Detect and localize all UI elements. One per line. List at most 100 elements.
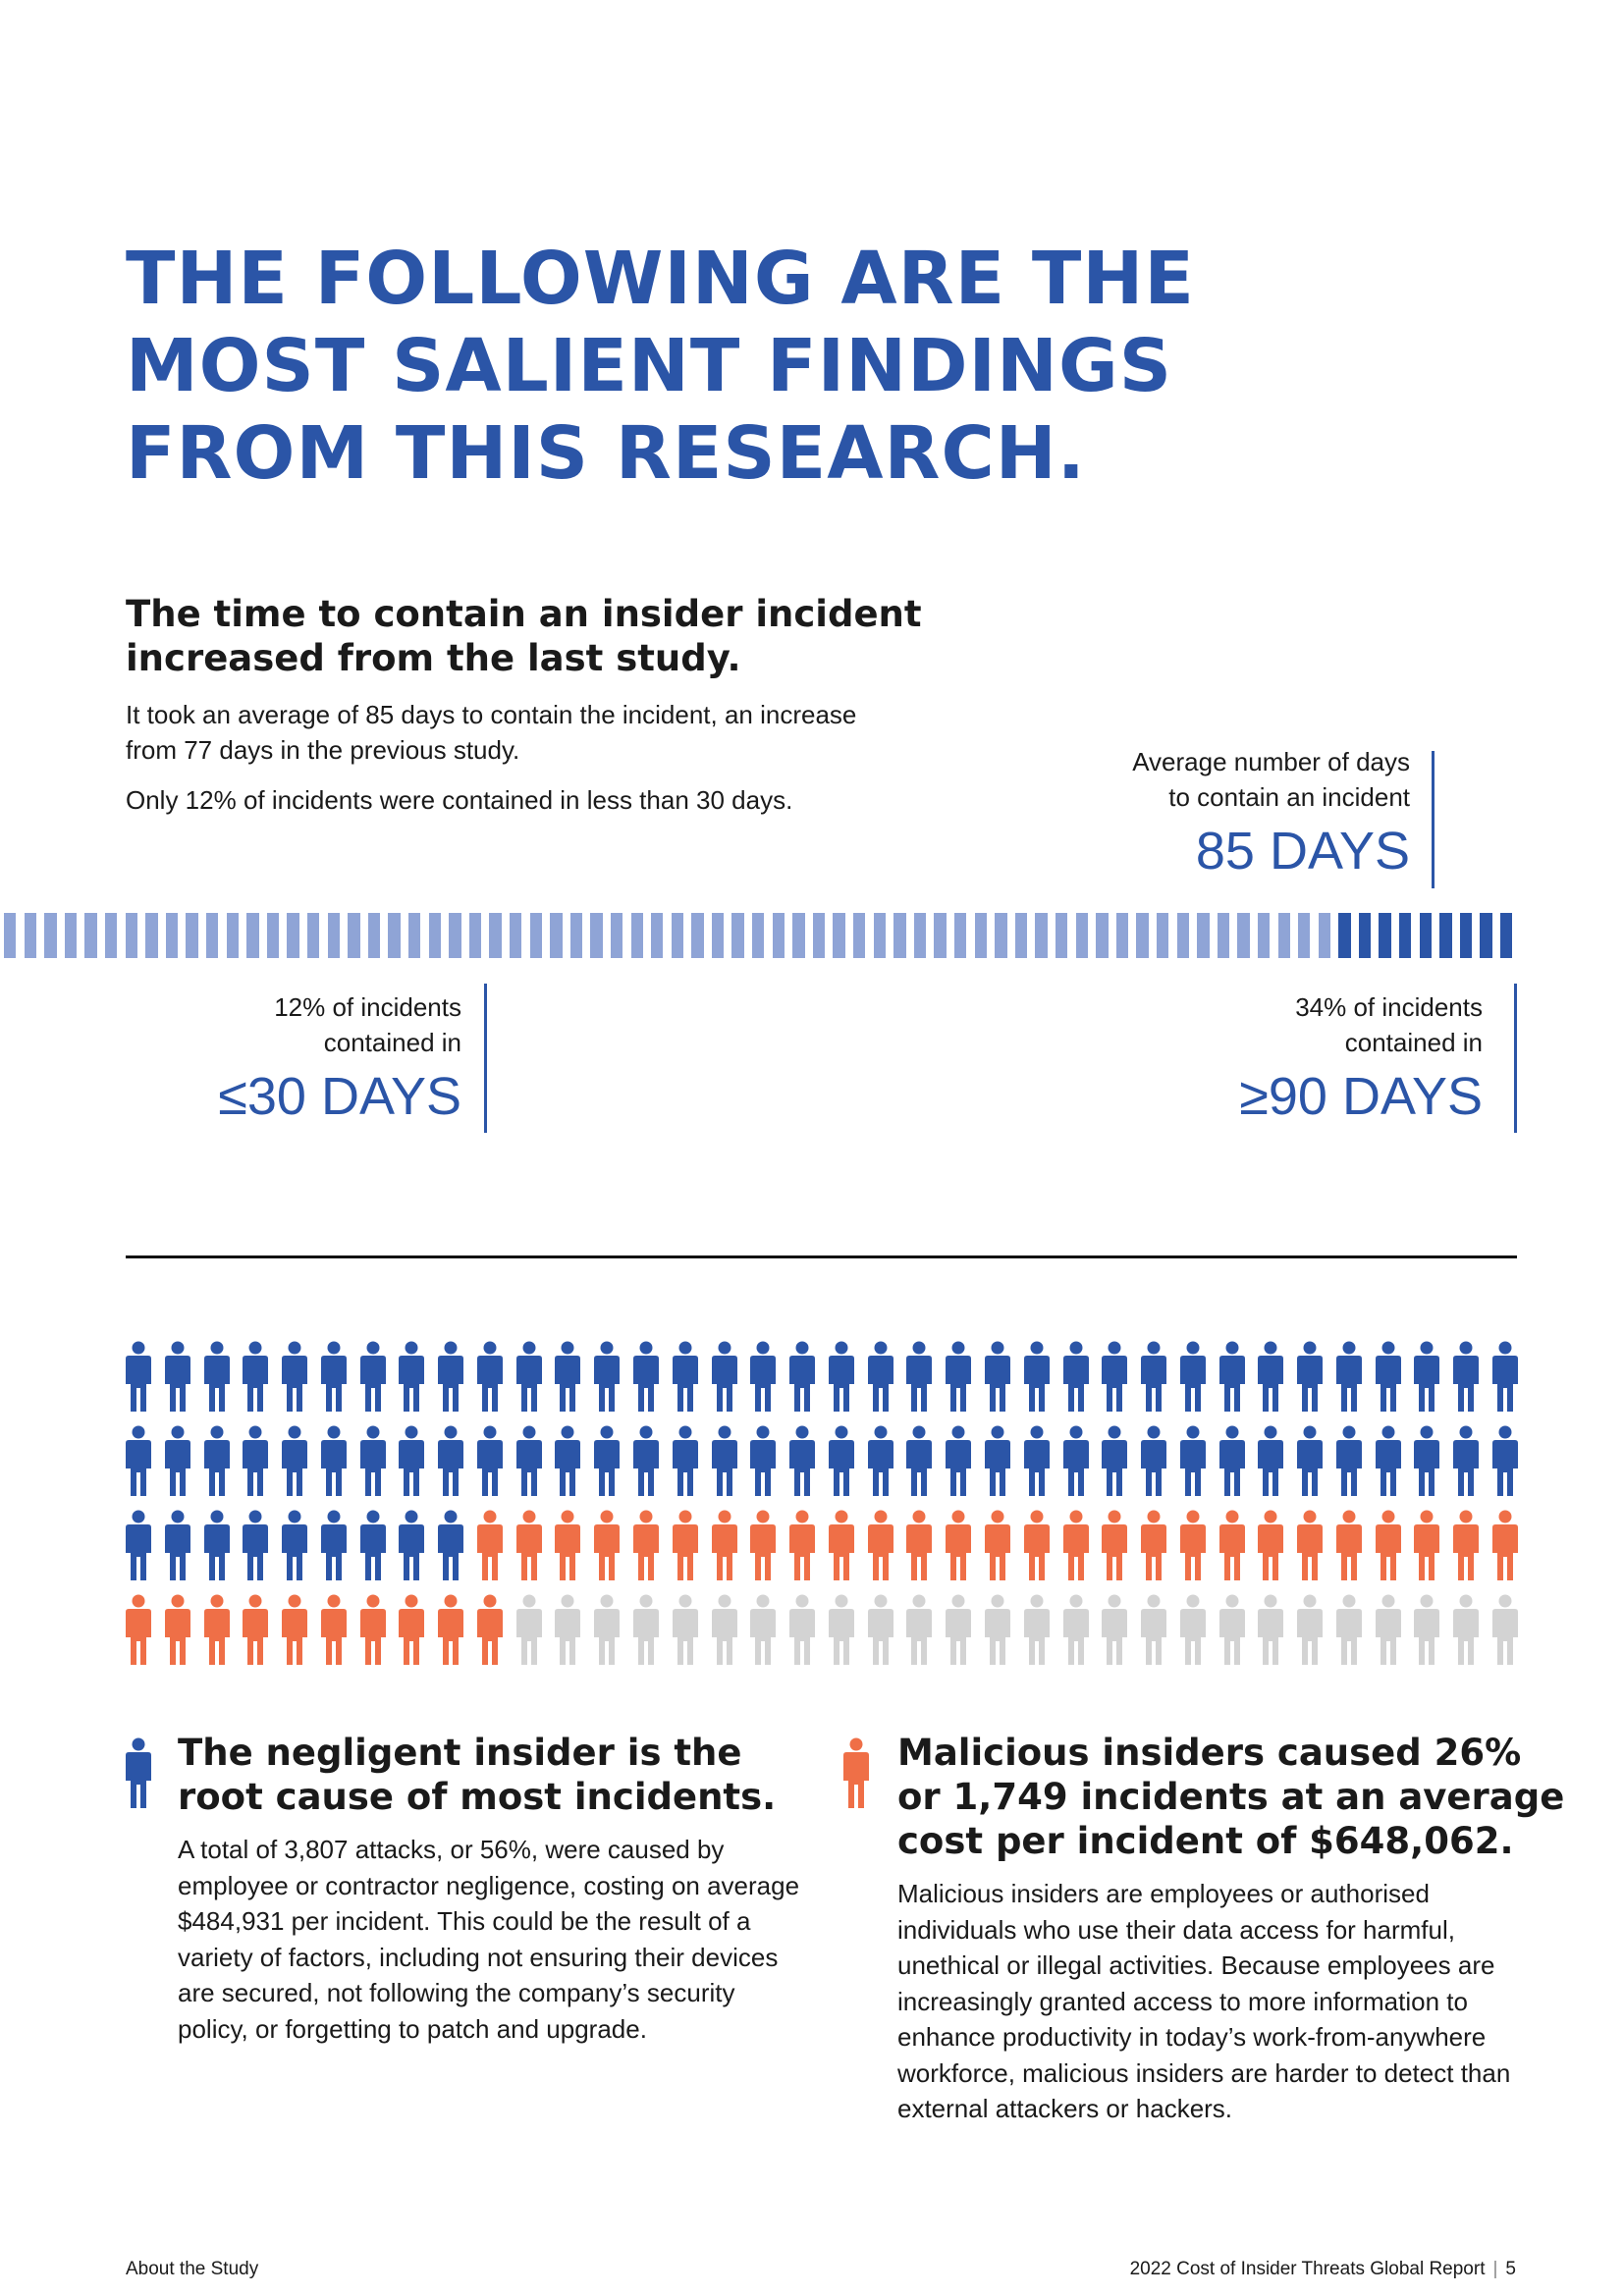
stripe-slot [1435,913,1456,958]
stripe-slot [324,913,345,958]
stripe-slot [485,913,506,958]
stripe-segment [186,913,198,958]
stripe-slot [263,913,284,958]
stripe-slot [405,913,425,958]
people-pictogram [126,1341,1520,1679]
person-icon-negligent [320,1425,347,1496]
headline-line-2: MOST SALIENT FINDINGS [126,324,1172,408]
stripe-segment [974,913,987,958]
person-icon-negligent [203,1425,230,1496]
person-icon-malicious [164,1594,190,1665]
person-icon-negligent [984,1341,1010,1412]
stripe-segment [246,913,259,958]
malicious-heading-line-2: or 1,749 incidents at an average [897,1776,1565,1818]
stripe-slot [1416,913,1436,958]
days-stripe-bar [0,913,1517,958]
stripe-segment [529,913,542,958]
stripe-segment [145,913,158,958]
stripe-segment [1419,913,1433,958]
stripe-slot [162,913,183,958]
stripe-slot [202,913,223,958]
stripe-slot [1132,913,1153,958]
stripe-segment [206,913,219,958]
stripe-slot [991,913,1011,958]
person-icon-malicious [320,1594,347,1665]
people-row [126,1510,1520,1594]
stripe-segment [1459,913,1473,958]
person-icon-malicious [828,1510,854,1580]
stripe-slot [465,913,486,958]
person-icon-malicious [750,1510,777,1580]
person-icon-malicious [282,1594,308,1665]
person-icon-negligent [594,1341,621,1412]
person-icon-negligent [243,1425,269,1496]
stripe-slot [364,913,385,958]
person-icon-malicious [633,1510,660,1580]
person-icon-negligent [282,1510,308,1580]
person-icon-negligent [282,1341,308,1412]
over-90-days-stat: 34% of incidents contained in ≥90 DAYS [1090,989,1483,1127]
stripe-slot [243,913,263,958]
within-30-label-2: contained in [323,1028,461,1057]
stripe-segment [873,913,886,958]
person-icon-negligent [633,1425,660,1496]
stripe-slot [829,913,849,958]
stripe-slot [1496,913,1517,958]
stripe-segment [752,913,765,958]
footer-report-info: 2022 Cost of Insider Threats Global Repo… [1130,2258,1516,2281]
person-icon-malicious [1218,1510,1245,1580]
stripe-segment [651,913,664,958]
person-icon-other [867,1594,893,1665]
person-icon-negligent [867,1341,893,1412]
containment-heading-line-2: increased from the last study. [126,637,741,679]
stripe-slot [1112,913,1133,958]
stripe-segment [105,913,118,958]
person-icon-negligent [320,1510,347,1580]
stripe-segment [449,913,461,958]
average-days-label-2: to contain an incident [1168,782,1410,812]
stripe-segment [913,913,927,958]
stripe-slot [1233,913,1254,958]
person-icon-negligent [1102,1341,1128,1412]
within-30-value: ≤30 DAYS [218,1067,461,1126]
stripe-slot [101,913,122,958]
person-icon-negligent [711,1341,737,1412]
person-icon-other [828,1594,854,1665]
stripe-segment [671,913,684,958]
person-icon-negligent [1258,1425,1284,1496]
stripe-segment [84,913,97,958]
person-icon-negligent [476,1425,503,1496]
person-icon-other [906,1594,933,1665]
person-icon-negligent [438,1510,464,1580]
person-icon-negligent [126,1510,151,1580]
footer-separator: | [1492,2259,1498,2279]
person-icon-malicious [359,1594,386,1665]
person-icon-other [1453,1594,1480,1665]
person-icon-negligent [164,1341,190,1412]
stripe-slot [0,913,21,958]
person-icon-negligent [515,1425,542,1496]
person-icon-negligent [1023,1341,1050,1412]
stripe-segment [630,913,643,958]
stripe-segment [1318,913,1331,958]
person-icon-negligent [1492,1425,1518,1496]
person-icon-negligent [1218,1425,1245,1496]
person-icon-negligent [672,1425,698,1496]
person-icon-negligent [1179,1341,1206,1412]
stripe-segment [1500,913,1513,958]
person-icon-negligent [438,1341,464,1412]
person-icon-negligent [1023,1425,1050,1496]
person-icon-negligent [946,1425,972,1496]
stripe-segment [610,913,623,958]
person-icon-negligent [789,1341,816,1412]
person-icon-other [711,1594,737,1665]
person-icon-negligent [438,1425,464,1496]
person-icon-malicious [946,1510,972,1580]
person-icon-other [594,1594,621,1665]
within-30-days-stat: 12% of incidents contained in ≤30 DAYS [69,989,461,1127]
negligent-heading: The negligent insider is the root cause … [178,1731,806,1819]
stripe-segment [812,913,826,958]
stripe-slot [1011,913,1032,958]
stripe-segment [1075,913,1088,958]
stripe-segment [1480,913,1492,958]
